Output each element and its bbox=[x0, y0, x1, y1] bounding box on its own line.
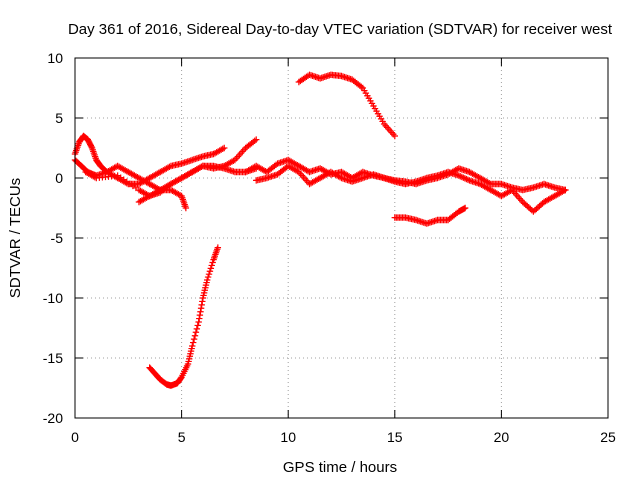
series-trace-7 bbox=[295, 71, 398, 140]
data-point bbox=[193, 325, 201, 333]
y-tick-label: -15 bbox=[43, 350, 63, 366]
data-point bbox=[461, 175, 469, 182]
data-point bbox=[522, 201, 529, 208]
data-point bbox=[336, 173, 344, 181]
data-point bbox=[207, 265, 215, 272]
data-point bbox=[199, 298, 206, 305]
data-point bbox=[507, 187, 514, 195]
data-point bbox=[221, 144, 228, 152]
data-point bbox=[206, 268, 214, 275]
x-tick-label: 20 bbox=[494, 429, 510, 445]
data-point bbox=[198, 163, 205, 171]
data-point bbox=[205, 270, 213, 278]
data-point bbox=[219, 145, 226, 153]
data-point bbox=[253, 136, 260, 143]
y-axis-label: SDTVAR / TECUs bbox=[7, 178, 24, 298]
data-point bbox=[88, 143, 95, 150]
data-point bbox=[251, 137, 258, 144]
data-layer bbox=[71, 71, 569, 389]
chart-title: Day 361 of 2016, Sidereal Day-to-day VTE… bbox=[68, 21, 613, 38]
data-point bbox=[460, 174, 467, 181]
data-point bbox=[189, 339, 197, 346]
series-trace-4 bbox=[135, 186, 190, 212]
data-point bbox=[461, 204, 469, 212]
y-tick-label: -20 bbox=[43, 410, 63, 426]
data-point bbox=[192, 329, 200, 336]
x-tick-label: 15 bbox=[387, 429, 403, 445]
data-point bbox=[198, 301, 205, 309]
data-point bbox=[562, 186, 569, 194]
data-point bbox=[191, 332, 199, 339]
x-tick-label: 5 bbox=[178, 429, 186, 445]
axes: 0 5 10 15 20 25 -20 -15 -10 -5 0 5 10 bbox=[43, 50, 616, 445]
data-point bbox=[195, 318, 202, 326]
data-point bbox=[182, 204, 190, 212]
data-point bbox=[533, 205, 540, 213]
data-point bbox=[194, 322, 201, 329]
x-tick-label: 10 bbox=[280, 429, 296, 445]
data-point bbox=[457, 173, 464, 180]
series-trace-8 bbox=[391, 204, 469, 227]
data-point bbox=[208, 262, 215, 269]
data-point bbox=[204, 273, 212, 281]
data-point bbox=[458, 173, 466, 181]
data-point bbox=[189, 342, 196, 350]
y-tick-label: -5 bbox=[51, 230, 64, 246]
data-point bbox=[358, 83, 365, 90]
data-point bbox=[197, 308, 204, 315]
data-point bbox=[527, 205, 534, 213]
data-point bbox=[530, 208, 537, 215]
grid-lines bbox=[75, 58, 608, 418]
series-trace-6 bbox=[253, 162, 569, 215]
data-point bbox=[463, 175, 470, 183]
data-point bbox=[524, 202, 531, 210]
y-tick-label: 5 bbox=[55, 110, 63, 126]
data-point bbox=[177, 374, 185, 382]
data-point bbox=[521, 200, 528, 207]
data-point bbox=[534, 204, 542, 211]
x-tick-label: 0 bbox=[71, 429, 79, 445]
data-point bbox=[464, 176, 472, 183]
data-point bbox=[560, 187, 568, 195]
data-point bbox=[209, 259, 216, 266]
data-point bbox=[537, 201, 545, 208]
data-point bbox=[166, 163, 173, 171]
data-point bbox=[455, 172, 462, 179]
data-point bbox=[536, 202, 543, 210]
x-tick-label: 25 bbox=[600, 429, 616, 445]
data-point bbox=[196, 315, 203, 322]
data-point bbox=[196, 311, 204, 319]
y-tick-label: 0 bbox=[55, 170, 63, 186]
series-trace-9 bbox=[146, 244, 222, 389]
data-point bbox=[391, 132, 398, 140]
data-point bbox=[190, 335, 198, 343]
data-point bbox=[519, 198, 526, 206]
data-point bbox=[203, 276, 211, 284]
data-point bbox=[486, 179, 493, 187]
y-tick-label: 10 bbox=[47, 50, 63, 66]
data-point bbox=[531, 207, 539, 214]
data-point bbox=[155, 187, 162, 195]
data-point bbox=[525, 204, 533, 211]
data-point bbox=[197, 305, 205, 312]
data-point bbox=[214, 244, 222, 251]
x-axis-label: GPS time / hours bbox=[283, 459, 397, 476]
y-tick-label: -10 bbox=[43, 290, 63, 306]
